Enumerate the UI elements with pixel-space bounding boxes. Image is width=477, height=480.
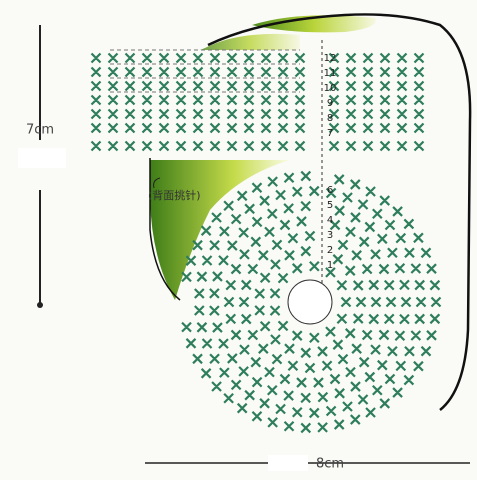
outline	[207, 13, 472, 411]
row-number: 3	[327, 230, 333, 241]
center-ring	[287, 279, 333, 325]
shading	[200, 33, 300, 50]
stitch-grid	[90, 52, 425, 152]
row-number: 2	[327, 245, 333, 256]
row-number: 1	[327, 260, 333, 271]
stitches	[90, 49, 442, 434]
shading	[150, 160, 290, 300]
shading	[252, 15, 376, 33]
row-number: 4	[327, 215, 333, 226]
row-number: 7	[327, 128, 333, 139]
row-number: 12	[324, 53, 337, 64]
arrow	[153, 177, 161, 189]
stitch-circle	[181, 170, 442, 434]
label-box	[18, 148, 66, 168]
row-labels: 12 11 10 9 8 7 6 5 4 3 2 1	[324, 53, 337, 271]
outline	[149, 158, 181, 301]
row-number: 11	[324, 68, 337, 79]
width-label: 8cm	[316, 457, 344, 472]
dimension-end	[37, 302, 43, 308]
label-box	[268, 455, 308, 471]
row-number: 9	[327, 98, 333, 109]
height-label: 7cm	[26, 123, 54, 138]
note: (背面挑针)	[148, 188, 201, 202]
row-number: 6	[327, 185, 333, 196]
row-number: 5	[327, 200, 333, 211]
row-number: 10	[324, 83, 337, 94]
row-number: 8	[327, 113, 333, 124]
